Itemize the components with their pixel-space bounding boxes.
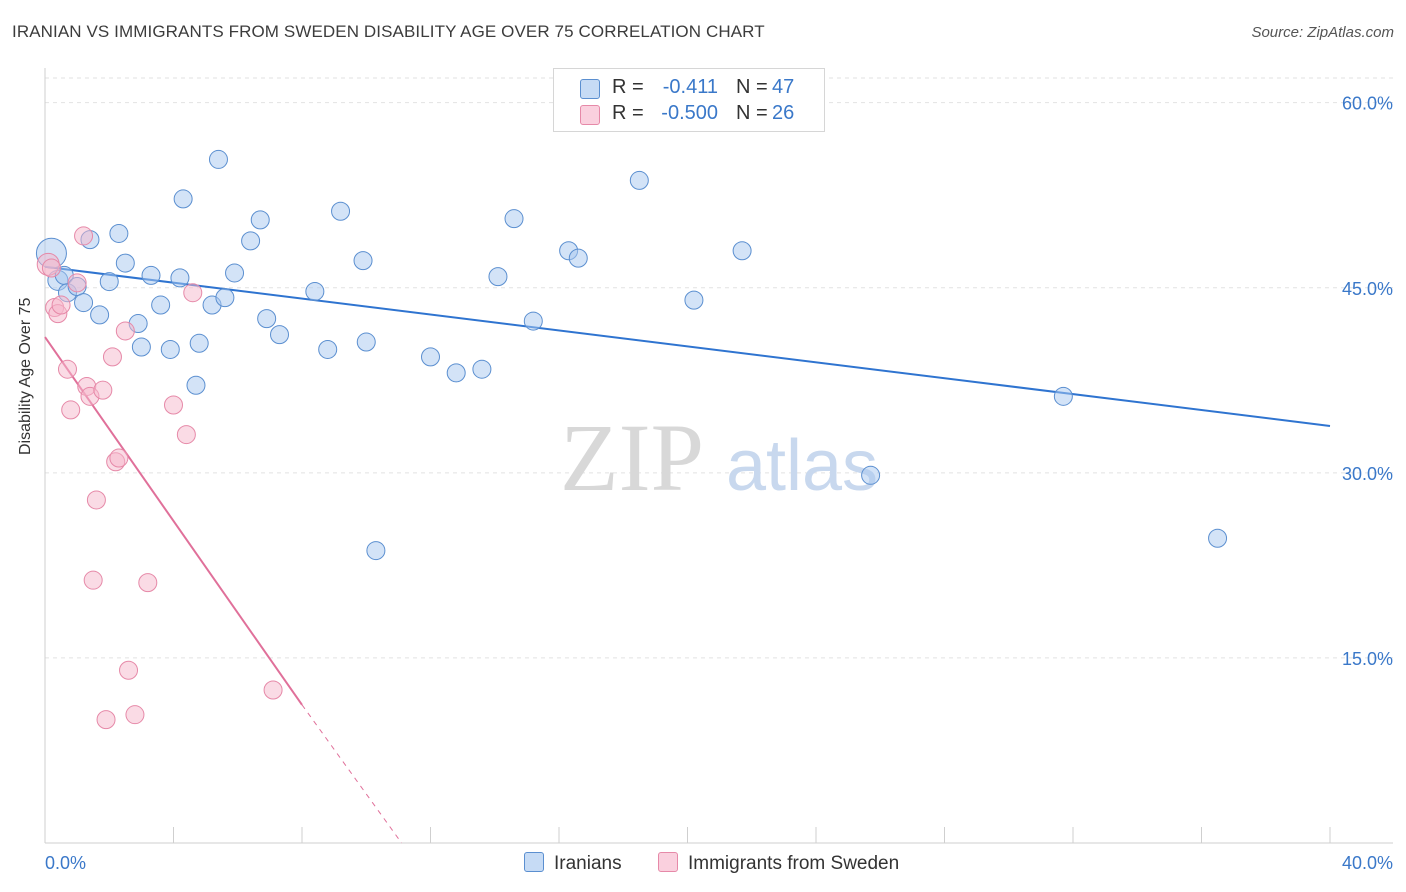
point-sweden bbox=[86, 490, 106, 510]
point-iranians bbox=[99, 272, 119, 292]
point-iranians bbox=[160, 339, 180, 359]
point-sweden bbox=[164, 395, 183, 415]
point-iranians bbox=[629, 170, 649, 190]
legend-item-sweden: Immigrants from Sweden bbox=[658, 852, 899, 875]
point-sweden bbox=[93, 380, 113, 400]
point-sweden bbox=[138, 573, 158, 593]
point-sweden bbox=[83, 570, 103, 590]
point-sweden bbox=[109, 448, 129, 468]
point-iranians bbox=[173, 189, 193, 209]
point-iranians bbox=[141, 265, 161, 285]
point-iranians bbox=[504, 209, 524, 229]
grid-lines bbox=[45, 77, 1393, 659]
chart-title: IRANIAN VS IMMIGRANTS FROM SWEDEN DISABI… bbox=[12, 22, 765, 41]
legend-swatch-iranians bbox=[524, 852, 544, 872]
point-iranians bbox=[366, 541, 386, 561]
legend-n-label: N = bbox=[736, 76, 768, 98]
point-sweden bbox=[96, 710, 116, 730]
point-iranians bbox=[131, 337, 151, 357]
point-iranians bbox=[732, 241, 752, 261]
tick-labels: 15.0% 30.0% 45.0% 60.0% 0.0% 40.0% bbox=[45, 94, 1393, 873]
point-iranians bbox=[270, 325, 290, 345]
point-sweden bbox=[263, 680, 283, 700]
y-tick-label: 60.0% bbox=[1342, 94, 1393, 114]
point-sweden bbox=[51, 295, 71, 315]
x-tick-label: 0.0% bbox=[45, 853, 86, 873]
point-iranians bbox=[257, 309, 277, 329]
point-iranians bbox=[186, 375, 206, 395]
legend-r-label: R = bbox=[612, 76, 644, 98]
point-iranians bbox=[472, 359, 492, 379]
legend-label-iranians: Iranians bbox=[554, 853, 622, 874]
legend-swatch-sweden bbox=[658, 852, 678, 872]
point-iranians bbox=[1053, 386, 1073, 406]
y-tick-label: 45.0% bbox=[1342, 279, 1393, 299]
point-sweden bbox=[41, 258, 61, 278]
legend-n-label: N = bbox=[736, 102, 768, 124]
point-iranians bbox=[305, 281, 325, 301]
point-iranians bbox=[189, 333, 209, 353]
point-sweden bbox=[183, 283, 203, 303]
point-iranians bbox=[151, 295, 171, 315]
point-iranians bbox=[331, 201, 351, 221]
legend-item-iranians: Iranians bbox=[524, 852, 622, 875]
point-iranians bbox=[109, 223, 129, 243]
point-iranians bbox=[225, 263, 245, 283]
point-sweden bbox=[125, 705, 145, 725]
point-sweden bbox=[102, 347, 122, 367]
point-sweden bbox=[115, 321, 135, 341]
point-sweden bbox=[119, 660, 139, 680]
y-tick-label: 15.0% bbox=[1342, 649, 1393, 669]
point-iranians bbox=[684, 290, 704, 310]
legend-r-label: R = bbox=[612, 102, 644, 124]
point-iranians bbox=[318, 339, 338, 359]
point-sweden bbox=[67, 273, 87, 293]
point-iranians bbox=[215, 288, 235, 308]
point-iranians bbox=[568, 248, 588, 268]
point-iranians bbox=[90, 305, 110, 325]
source-credit: Source: ZipAtlas.com bbox=[1251, 24, 1394, 41]
x-tick-label: 40.0% bbox=[1342, 853, 1393, 873]
legend-swatch-iranians bbox=[580, 79, 600, 99]
point-iranians bbox=[74, 293, 94, 313]
legend-r-value: -0.411 bbox=[662, 76, 718, 98]
legend-label-sweden: Immigrants from Sweden bbox=[688, 853, 900, 874]
point-sweden bbox=[57, 359, 77, 379]
point-iranians bbox=[523, 311, 543, 331]
watermark-atlas: atlas bbox=[726, 426, 878, 506]
y-axis-label: Disability Age Over 75 bbox=[17, 297, 34, 455]
y-tick-label: 30.0% bbox=[1342, 464, 1393, 484]
legend-n-value: 26 bbox=[772, 102, 795, 124]
trendline-sweden-extrapolated bbox=[301, 704, 402, 844]
point-iranians bbox=[250, 210, 270, 230]
legend-r-value: -0.500 bbox=[661, 102, 718, 124]
watermark-zip: ZIP bbox=[560, 404, 704, 511]
watermark: ZIP atlas bbox=[560, 404, 878, 511]
trendlines bbox=[44, 265, 1331, 844]
point-iranians bbox=[421, 347, 440, 367]
point-iranians bbox=[353, 251, 373, 271]
point-iranians bbox=[170, 268, 190, 288]
correlation-legend: R = -0.411 N = 47 R = -0.500 N = 26 bbox=[553, 68, 825, 132]
point-iranians bbox=[241, 231, 261, 251]
point-iranians bbox=[208, 149, 228, 169]
legend-n-value: 47 bbox=[772, 76, 795, 98]
point-sweden bbox=[74, 226, 94, 246]
point-iranians bbox=[115, 253, 135, 273]
point-sweden bbox=[176, 425, 196, 445]
point-iranians bbox=[488, 267, 508, 287]
legend-swatch-sweden bbox=[580, 105, 600, 125]
point-iranians bbox=[861, 465, 881, 485]
point-sweden bbox=[61, 400, 81, 420]
point-iranians bbox=[356, 332, 376, 352]
point-iranians bbox=[1208, 528, 1228, 548]
trendline-iranians bbox=[44, 265, 1331, 427]
point-iranians bbox=[446, 363, 466, 383]
data-points bbox=[35, 149, 1228, 730]
axes bbox=[44, 68, 1393, 844]
